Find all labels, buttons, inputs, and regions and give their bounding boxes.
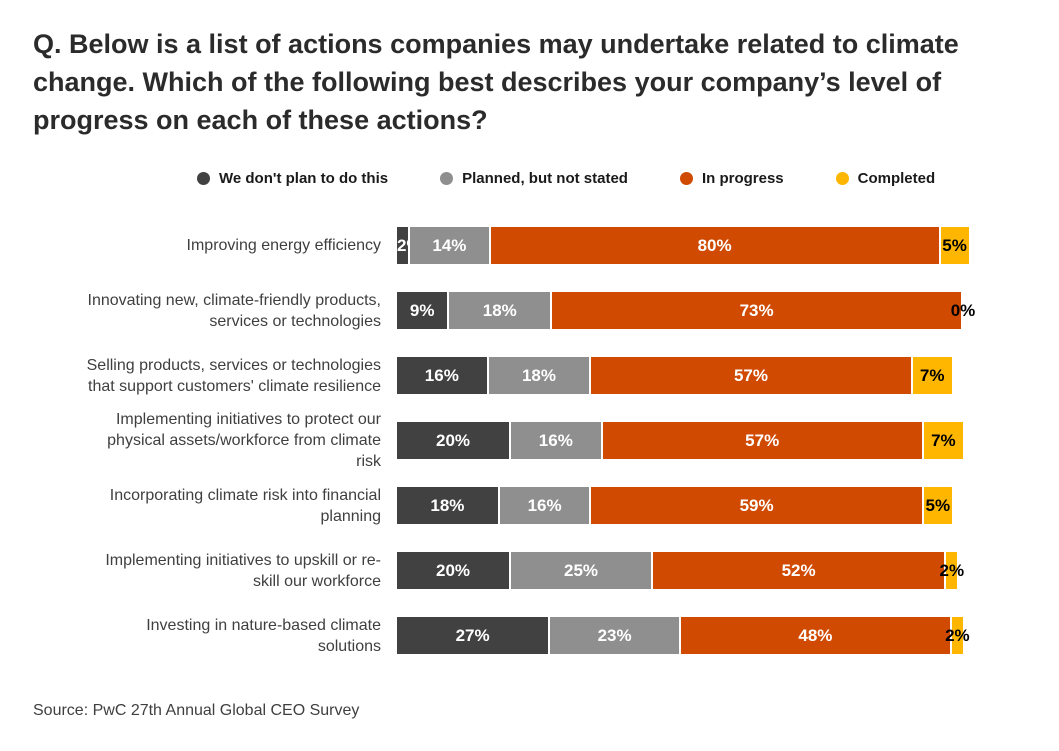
stacked-bar: 16% 18% 57% 7% <box>397 357 954 394</box>
bar-segment: 7% <box>912 357 952 394</box>
stacked-bar: 2% 14% 80% 5% <box>397 227 971 264</box>
bar-value-label: 7% <box>931 431 956 450</box>
bar-segment: 73% <box>552 292 961 329</box>
bar-segment: 7% <box>923 422 963 459</box>
bar-value-label: 18% <box>521 366 556 385</box>
bar-value-label: 14% <box>432 236 467 255</box>
chart-row: Selling products, services or technologi… <box>0 343 1059 408</box>
stacked-bar: 18% 16% 59% 5% <box>397 487 954 524</box>
legend-label: Planned, but not stated <box>462 170 628 187</box>
bar-segment: 57% <box>602 422 922 459</box>
bar-value-label: 73% <box>739 301 774 320</box>
bar-segment: 23% <box>550 617 679 654</box>
bar-segment: 20% <box>397 552 509 589</box>
bar-segment: 18% <box>397 487 498 524</box>
bar-segment: 27% <box>397 617 549 654</box>
chart-row: Innovating new, climate-friendly product… <box>0 278 1059 343</box>
bar-segment: 2% <box>397 227 422 264</box>
bar-value-label: 59% <box>739 496 774 515</box>
bar-segment: 2% <box>940 552 964 589</box>
bar-segment: 52% <box>653 552 945 589</box>
bar-value-label: 23% <box>597 626 632 645</box>
bar-segment: 16% <box>499 487 590 524</box>
category-label: Implementing initiatives to upskill or r… <box>105 551 381 590</box>
chart-title: Q. Below is a list of actions companies … <box>33 29 959 135</box>
bar-value-label: 18% <box>482 301 517 320</box>
legend-marker-icon <box>440 172 454 185</box>
bar-value-label: 20% <box>435 561 471 580</box>
bar-value-label: 48% <box>798 626 833 645</box>
bar-value-label: 16% <box>527 496 562 515</box>
legend-item: Completed <box>835 170 936 187</box>
bar-segment: 9% <box>397 292 448 329</box>
bar-value-label: 0% <box>950 301 976 320</box>
bar-value-label: 57% <box>745 431 780 450</box>
bar-value-label: 16% <box>424 366 459 385</box>
category-label: Incorporating climate risk into financia… <box>109 486 381 525</box>
legend: We don't plan to do this Planned, but not… <box>197 170 1059 187</box>
source-note: Source: PwC 27th Annual Global CEO Surve… <box>33 702 360 719</box>
bar-segment: 2% <box>945 617 970 654</box>
bar-segment: 18% <box>449 292 551 329</box>
chart-row: Investing in nature-based climate soluti… <box>0 603 1059 668</box>
chart-row: Improving energy efficiency 2% 14% 80% 5% <box>0 213 1059 278</box>
bar-segment: 57% <box>591 357 911 394</box>
legend-label: In progress <box>701 170 784 187</box>
bar-segment: 25% <box>511 552 651 589</box>
stacked-bar: 9% 18% 73% 0% <box>397 292 975 329</box>
bar-segment: 16% <box>397 357 487 394</box>
bar-value-label: 2% <box>945 626 970 645</box>
bar-segment: 5% <box>923 487 952 524</box>
bar-value-label: 18% <box>430 496 465 515</box>
category-label: Improving energy efficiency <box>186 237 381 254</box>
legend-label: Completed <box>857 170 936 187</box>
category-label: Investing in nature-based climate soluti… <box>146 616 381 655</box>
stacked-bar: 27% 23% 48% 2% <box>397 617 970 654</box>
bar-value-label: 57% <box>733 366 768 385</box>
bar-value-label: 9% <box>409 301 435 320</box>
chart-row: Implementing initiatives to upskill or r… <box>0 538 1059 603</box>
bar-segment: 16% <box>511 422 601 459</box>
chart: Improving energy efficiency 2% 14% 80% 5% Inn… <box>0 213 1059 668</box>
bar-value-label: 5% <box>925 496 951 515</box>
stacked-bar: 20% 16% 57% 7% <box>397 422 965 459</box>
legend-marker-icon <box>679 172 693 185</box>
legend-item: We don't plan to do this <box>197 170 388 187</box>
legend-marker-icon <box>835 172 849 185</box>
stacked-bar: 20% 25% 52% 2% <box>397 552 964 589</box>
bar-value-label: 25% <box>563 561 599 580</box>
category-label: Implementing initiatives to protect our … <box>107 411 381 470</box>
bar-value-label: 16% <box>538 431 573 450</box>
bar-value-label: 20% <box>435 431 471 450</box>
bar-segment: 14% <box>410 227 489 264</box>
bar-segment: 18% <box>488 357 590 394</box>
bar-segment: 59% <box>591 487 922 524</box>
bar-value-label: 2% <box>939 561 965 580</box>
chart-row: Implementing initiatives to protect our … <box>0 408 1059 473</box>
chart-row: Incorporating climate risk into financia… <box>0 473 1059 538</box>
category-label: Innovating new, climate-friendly product… <box>87 291 381 330</box>
legend-item: Planned, but not stated <box>440 170 628 187</box>
bar-value-label: 80% <box>697 236 732 255</box>
bar-segment: 80% <box>490 227 939 264</box>
bar-value-label: 27% <box>455 626 490 645</box>
bar-value-label: 7% <box>919 366 945 385</box>
category-label: Selling products, services or technologi… <box>86 356 381 395</box>
legend-label: We don't plan to do this <box>219 170 389 187</box>
bar-segment: 48% <box>680 617 950 654</box>
legend-item: In progress <box>679 170 784 187</box>
legend-marker-icon <box>197 172 210 185</box>
bar-segment: 20% <box>397 422 509 459</box>
bar-value-label: 52% <box>781 561 816 580</box>
bar-segment: 5% <box>940 227 969 264</box>
bar-value-label: 5% <box>942 236 967 255</box>
